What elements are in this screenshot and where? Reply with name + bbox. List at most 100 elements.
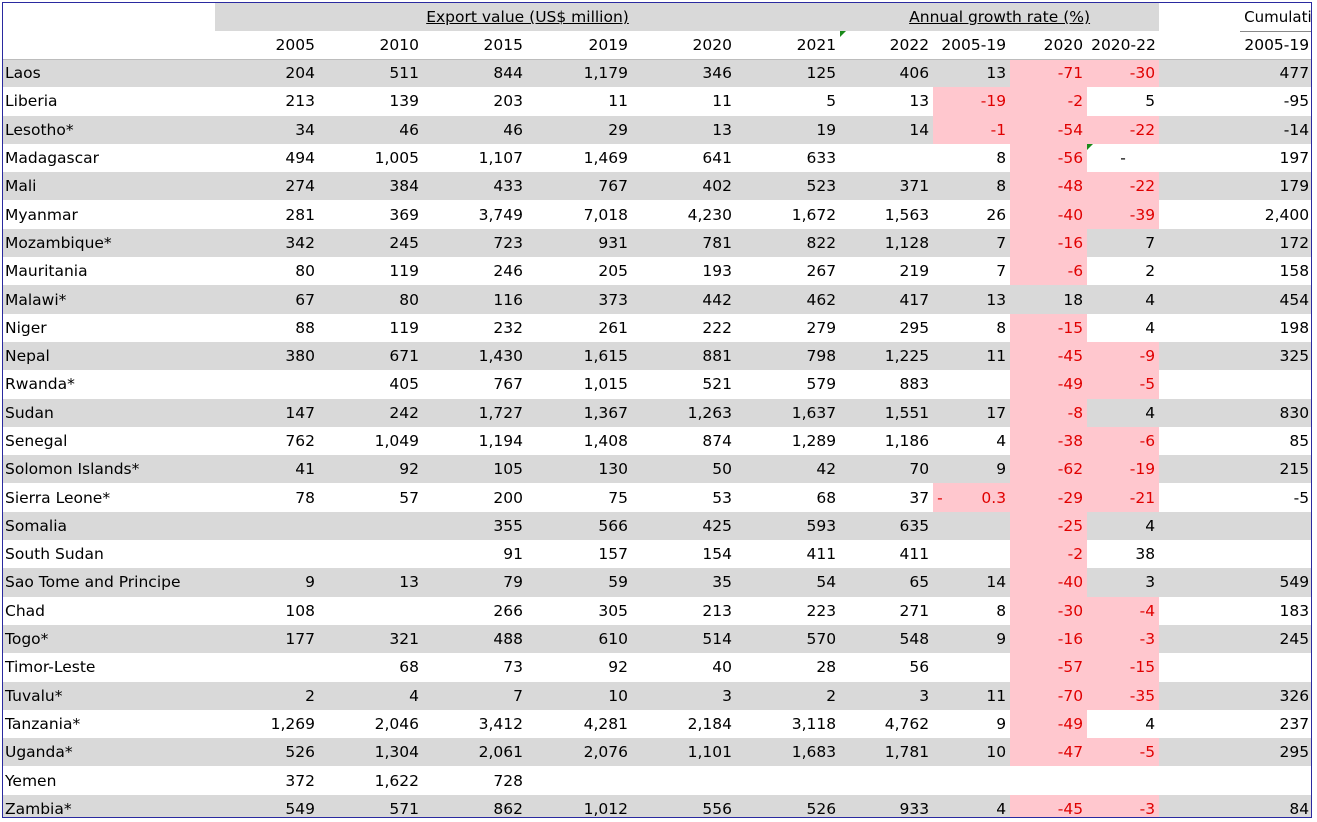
value-cell: 874 <box>702 432 732 450</box>
value-cell: 68 <box>816 488 837 507</box>
value-cell: 204 <box>215 59 319 88</box>
value-cell: 3 <box>1087 568 1160 597</box>
value-cell: -30 <box>1010 596 1088 625</box>
value-cell: -70 <box>1010 681 1088 710</box>
export-value-group-header: Export value (US$ million) <box>215 3 841 31</box>
value-cell: 105 <box>423 455 527 484</box>
value-cell: 767 <box>493 375 523 394</box>
value-cell: 183 <box>1279 601 1310 620</box>
spacer-cell <box>1159 794 1241 817</box>
value-cell: -47 <box>1010 738 1088 767</box>
value-cell: 245 <box>1240 624 1311 654</box>
value-cell: 641 <box>702 149 732 168</box>
column-header: 2005 <box>215 31 319 60</box>
value-cell: 571 <box>319 794 423 817</box>
value-cell: -25 <box>1010 511 1088 541</box>
spacer-cell <box>1159 540 1240 568</box>
country-cell: Lesotho* <box>3 115 215 144</box>
value-cell: 154 <box>702 545 732 564</box>
value-cell: -29 <box>1010 483 1088 512</box>
value-cell <box>1087 766 1159 794</box>
value-cell: 1,186 <box>884 432 930 450</box>
value-cell: 223 <box>806 601 837 620</box>
value-cell: 1,551 <box>840 398 934 427</box>
country-cell: Zambia* <box>3 794 215 817</box>
value-cell: 762 <box>285 432 315 450</box>
column-header: 2022 <box>840 31 934 60</box>
value-cell: 1,107 <box>478 149 523 168</box>
value-cell: 593 <box>736 511 841 541</box>
value-cell: -16 <box>1010 624 1088 654</box>
value-cell: 88 <box>295 318 315 337</box>
value-cell: -71 <box>1010 59 1088 88</box>
value-cell: 13 <box>632 115 736 144</box>
value-cell: 1,225 <box>840 341 934 371</box>
value-cell: 3,412 <box>478 714 523 733</box>
value-cell: 1,269 <box>270 714 315 733</box>
value-cell: 85 <box>1289 432 1310 450</box>
value-cell: -48 <box>1010 172 1088 201</box>
value-cell: 3,749 <box>478 205 523 224</box>
value-cell: 635 <box>840 511 934 541</box>
value-cell: 514 <box>632 624 736 654</box>
value-cell: 1,622 <box>374 771 419 790</box>
country-cell: Sao Tome and Principe <box>3 568 215 597</box>
value-cell: 13 <box>933 59 1011 88</box>
table-row: Solomon Islands* 41 92 105 130 50 42 70 9 -62 -19 2… <box>3 455 1311 484</box>
value-cell: 862 <box>423 794 527 817</box>
value-cell: -30 <box>1087 59 1160 88</box>
value-cell: 7 <box>996 262 1007 281</box>
value-cell: 91 <box>503 545 523 564</box>
value-cell: 53 <box>712 488 732 507</box>
value-cell: 4 <box>1145 318 1156 337</box>
value-cell: 46 <box>319 115 423 144</box>
value-cell: -22 <box>1087 172 1160 201</box>
value-cell <box>215 540 319 568</box>
value-cell: 4 <box>319 681 423 710</box>
value-cell: 279 <box>806 318 837 337</box>
spacer-cell <box>1159 398 1241 427</box>
value-cell: 1,408 <box>583 432 628 450</box>
value-cell: 11 <box>933 341 1011 371</box>
value-cell <box>1240 766 1311 794</box>
value-cell: -56 <box>1010 143 1088 173</box>
value-cell <box>632 766 736 794</box>
country-cell: Tuvalu* <box>3 681 215 710</box>
ldc-export-table: Export value (US$ million) Annual growth… <box>3 3 1311 817</box>
spacer-cell <box>1159 738 1241 767</box>
value-cell: 931 <box>527 228 632 258</box>
value-cell <box>215 370 319 398</box>
value-cell: 380 <box>215 341 319 371</box>
value-cell: -19 <box>1087 455 1160 484</box>
value-cell: 781 <box>632 228 736 258</box>
table-body: Laos2045118441,17934612540613-71-30477-6… <box>3 59 1311 817</box>
negative-sign: - <box>937 488 943 507</box>
value-cell: 75 <box>608 488 628 507</box>
value-cell: 411 <box>899 545 930 564</box>
value-cell: 2,184 <box>687 714 732 733</box>
value-cell: 1,727 <box>423 398 527 427</box>
value-cell: 462 <box>736 285 841 314</box>
value-cell <box>840 766 933 794</box>
value-cell: 67 <box>215 285 319 314</box>
value-cell: 232 <box>493 318 523 337</box>
value-cell: 219 <box>899 262 930 281</box>
value-cell: 9 <box>933 624 1011 654</box>
value-cell: 172 <box>1240 228 1311 258</box>
value-cell: 3 <box>632 681 736 710</box>
value-cell: 346 <box>632 59 736 88</box>
value-cell: 42 <box>736 455 841 484</box>
value-cell: 11 <box>933 681 1011 710</box>
column-header: 2005-19 <box>933 31 1011 60</box>
value-cell: 526 <box>215 738 319 767</box>
value-cell: 50 <box>632 455 736 484</box>
value-cell: 68 <box>399 658 419 677</box>
value-cell: -2 <box>1010 540 1088 569</box>
value-cell: 549 <box>1240 568 1311 597</box>
value-cell <box>319 511 423 541</box>
country-cell: Myanmar <box>5 205 78 224</box>
